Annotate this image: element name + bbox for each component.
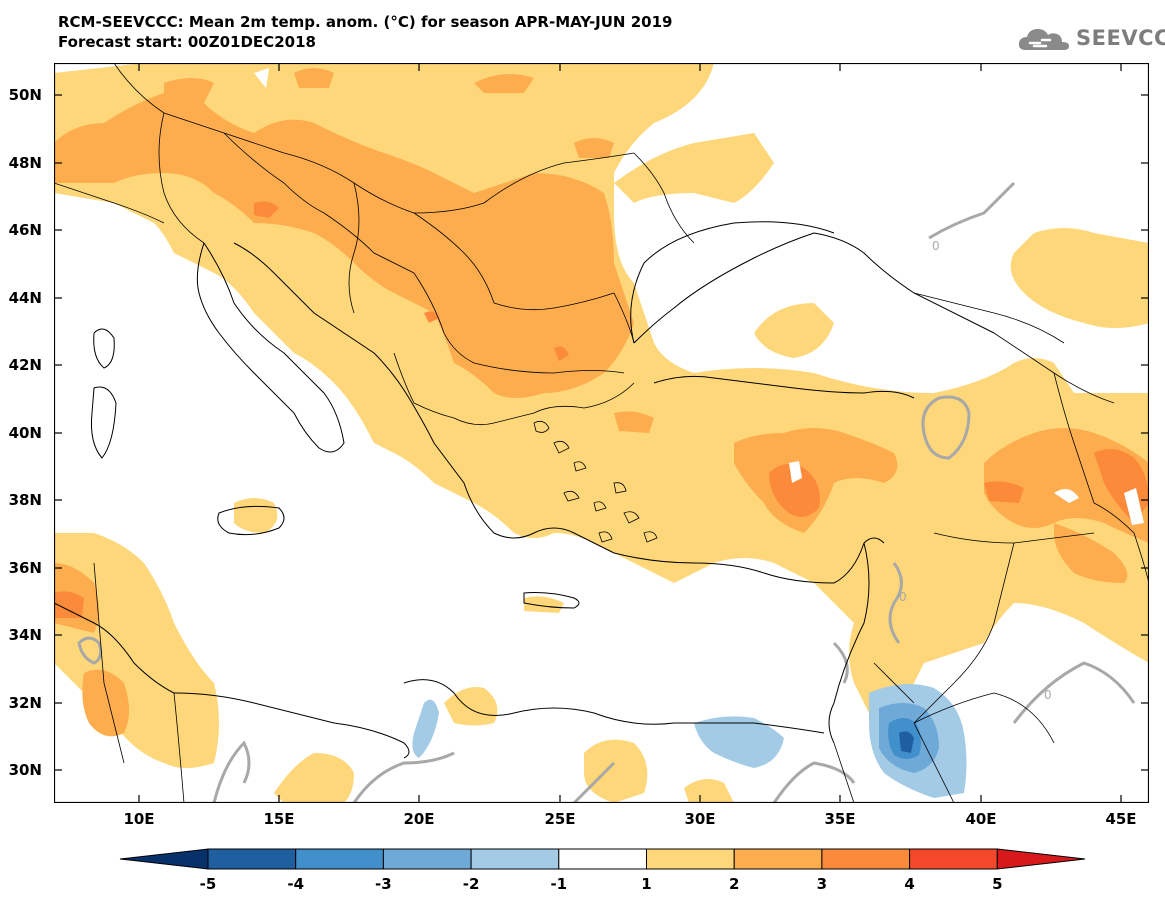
colorbar-tick-label: 1	[641, 875, 652, 893]
lon-label: 40E	[965, 810, 997, 828]
colorbar-tick-label: 5	[992, 875, 1003, 893]
cloud-logo-icon	[1018, 29, 1069, 50]
colorbar-extend-low	[119, 848, 209, 870]
colorbar-extend-high	[996, 848, 1086, 870]
contour-label-3: 0	[1044, 688, 1052, 702]
lat-label: 32N	[8, 694, 42, 712]
colorbar-segment	[470, 848, 560, 870]
lat-label: 34N	[8, 626, 42, 644]
lat-label: 36N	[8, 559, 42, 577]
lon-label: 35E	[824, 810, 856, 828]
lat-label: 42N	[8, 356, 42, 374]
lat-label: 40N	[8, 424, 42, 442]
aegean-islands	[533, 420, 658, 543]
lat-label: 44N	[8, 289, 42, 307]
anomaly-field-negative	[412, 684, 967, 798]
lat-label: 50N	[8, 86, 42, 104]
colorbar-segment	[558, 848, 647, 870]
axis-ticks	[54, 63, 1149, 803]
colorbar-tick-label: -5	[199, 875, 217, 893]
colorbar-tick-label: -2	[462, 875, 480, 893]
colorbar-tick-label: -1	[550, 875, 568, 893]
contour-label-2: 0	[932, 239, 940, 253]
colorbar-tick-label: -4	[287, 875, 305, 893]
lon-label: 15E	[263, 810, 295, 828]
colorbar-tick-label: 2	[728, 875, 740, 893]
anomaly-map: 0 0 0	[54, 63, 1149, 803]
contour-label-1: 0	[899, 590, 907, 604]
colorbar-segment	[382, 848, 472, 870]
title-line-2: Forecast start: 00Z01DEC2018	[58, 33, 316, 51]
colorbar-segment	[909, 848, 998, 870]
colorbar-segment	[821, 848, 911, 870]
figure-title: RCM-SEEVCCC: Mean 2m temp. anom. (°C) fo…	[58, 12, 672, 52]
lat-label: 48N	[8, 154, 42, 172]
colorbar-tick-label: -3	[375, 875, 392, 893]
white-gaps	[254, 68, 1144, 525]
lon-label: 25E	[544, 810, 576, 828]
lat-label: 38N	[8, 491, 42, 509]
logo-text: SEEVCCC	[1076, 26, 1165, 50]
colorbar-tick-label: 3	[816, 875, 828, 893]
anomaly-field-3-4	[54, 201, 1149, 618]
coastlines	[54, 221, 995, 759]
colorbar-segment	[733, 848, 823, 870]
seevccc-logo: SEEVCCC	[1018, 24, 1165, 54]
lat-label: 30N	[8, 761, 42, 779]
colorbar-segment	[207, 848, 297, 870]
colorbar-segment	[295, 848, 384, 870]
lon-label: 30E	[684, 810, 716, 828]
colorbar-segment	[646, 848, 735, 870]
lon-label: 20E	[403, 810, 435, 828]
anomaly-field-2-3	[54, 68, 1149, 737]
title-line-1: RCM-SEEVCCC: Mean 2m temp. anom. (°C) fo…	[58, 13, 673, 31]
lat-label: 46N	[8, 221, 42, 239]
lon-label: 45E	[1105, 810, 1137, 828]
country-borders	[54, 63, 1149, 803]
colorbar-segments	[119, 848, 1086, 870]
lon-label: 10E	[123, 810, 155, 828]
colorbar-tick-label: 4	[904, 875, 915, 893]
